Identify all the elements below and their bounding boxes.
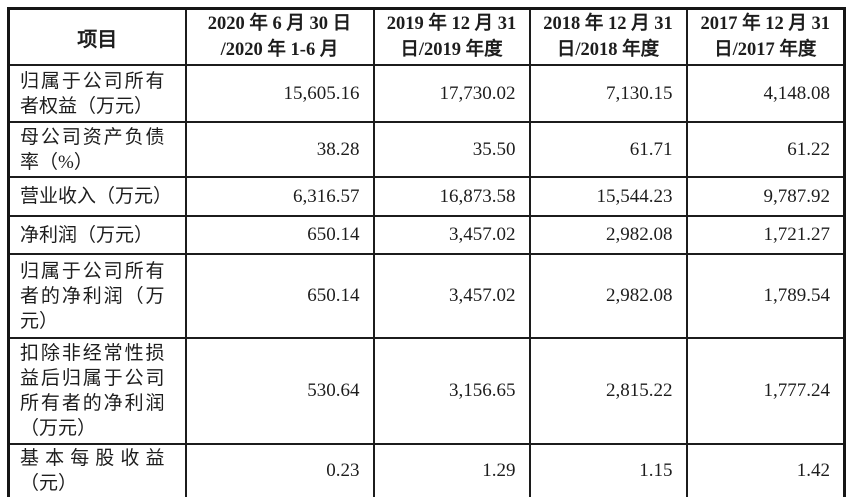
value-cell: 38.28 — [184, 121, 375, 178]
row-label: 净利润（万元） — [7, 215, 187, 255]
header-period-2019: 2019 年 12 月 31 日/2019 年度 — [372, 7, 531, 66]
value-cell: 1.29 — [372, 443, 531, 497]
value-cell: 15,544.23 — [528, 176, 688, 217]
table-row-net-profit-to-owners: 归属于公司所有者的净利润（万元） 650.14 3,457.02 2,982.0… — [7, 253, 846, 339]
row-label: 扣除非经常性损益后归属于公司所有者的净利润（万元） — [7, 337, 187, 445]
header-period-line: /2020 年 1-6 月 — [220, 40, 339, 60]
header-period-line: 日/2019 年度 — [400, 40, 503, 60]
value-cell: 650.14 — [184, 253, 375, 339]
value-cell: 2,815.22 — [528, 337, 688, 445]
value-cell: 17,730.02 — [372, 64, 531, 123]
value-cell: 2,982.08 — [528, 215, 688, 255]
value-cell: 35.50 — [372, 121, 531, 178]
table-row-operating-revenue: 营业收入（万元） 6,316.57 16,873.58 15,544.23 9,… — [7, 176, 846, 217]
row-label: 归属于公司所有者的净利润（万元） — [7, 253, 187, 339]
table-row-parent-debt-ratio: 母公司资产负债率（%） 38.28 35.50 61.71 61.22 — [7, 121, 846, 178]
value-cell: 1,789.54 — [685, 253, 846, 339]
table-row-owners-equity: 归属于公司所有者权益（万元） 15,605.16 17,730.02 7,130… — [7, 64, 846, 123]
header-period-2017: 2017 年 12 月 31 日/2017 年度 — [685, 7, 846, 66]
value-cell: 3,457.02 — [372, 253, 531, 339]
value-cell: 3,156.65 — [372, 337, 531, 445]
row-label: 基本每股收益（元） — [7, 443, 187, 497]
value-cell: 530.64 — [184, 337, 375, 445]
value-cell: 1,777.24 — [685, 337, 846, 445]
value-cell: 1.42 — [685, 443, 846, 497]
value-cell: 7,130.15 — [528, 64, 688, 123]
table-row-net-profit-excl-nonrecurring: 扣除非经常性损益后归属于公司所有者的净利润（万元） 530.64 3,156.6… — [7, 337, 846, 445]
header-period-line: 2018 年 12 月 31 — [543, 14, 673, 34]
value-cell: 1.15 — [528, 443, 688, 497]
row-label: 归属于公司所有者权益（万元） — [7, 64, 187, 123]
value-cell: 1,721.27 — [685, 215, 846, 255]
value-cell: 9,787.92 — [685, 176, 846, 217]
financial-summary-table: 项目 2020 年 6 月 30 日 /2020 年 1-6 月 2019 年 … — [7, 7, 846, 497]
value-cell: 2,982.08 — [528, 253, 688, 339]
header-period-2018: 2018 年 12 月 31 日/2018 年度 — [528, 7, 688, 66]
value-cell: 6,316.57 — [184, 176, 375, 217]
value-cell: 3,457.02 — [372, 215, 531, 255]
value-cell: 0.23 — [184, 443, 375, 497]
table-row-net-profit: 净利润（万元） 650.14 3,457.02 2,982.08 1,721.2… — [7, 215, 846, 255]
table-row-basic-eps: 基本每股收益（元） 0.23 1.29 1.15 1.42 — [7, 443, 846, 497]
header-period-2020: 2020 年 6 月 30 日 /2020 年 1-6 月 — [184, 7, 375, 66]
value-cell: 15,605.16 — [184, 64, 375, 123]
value-cell: 61.71 — [528, 121, 688, 178]
header-period-line: 2019 年 12 月 31 — [386, 14, 517, 34]
row-label: 母公司资产负债率（%） — [7, 121, 187, 178]
value-cell: 650.14 — [184, 215, 375, 255]
value-cell: 16,873.58 — [372, 176, 531, 217]
value-cell: 61.22 — [685, 121, 846, 178]
header-item-label: 项目 — [7, 7, 187, 66]
row-label: 营业收入（万元） — [7, 176, 187, 217]
header-period-line: 2017 年 12 月 31 — [700, 14, 830, 34]
header-period-line: 日/2017 年度 — [714, 40, 817, 60]
header-period-line: 2020 年 6 月 30 日 — [207, 14, 352, 34]
header-row: 项目 2020 年 6 月 30 日 /2020 年 1-6 月 2019 年 … — [7, 7, 846, 66]
value-cell: 4,148.08 — [685, 64, 846, 123]
header-period-line: 日/2018 年度 — [556, 40, 660, 60]
